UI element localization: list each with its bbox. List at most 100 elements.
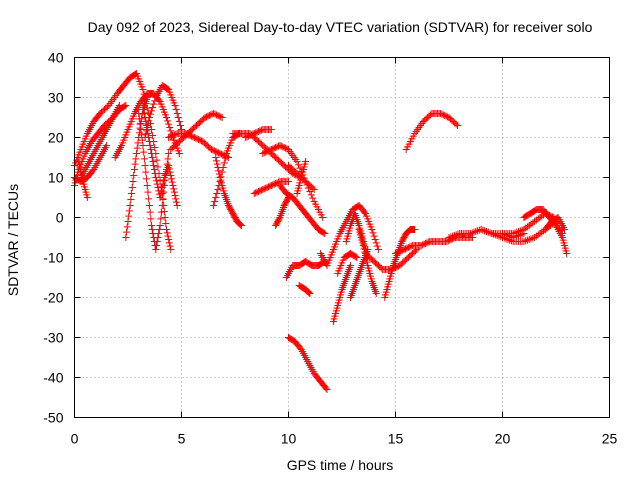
data-point [145,195,153,203]
data-point [172,195,180,203]
data-point [272,144,280,151]
series-arc-25 [285,334,331,393]
data-point [323,386,331,393]
data-point [166,242,174,250]
data-point [443,238,451,245]
data-point [123,228,131,236]
data-point [215,149,223,157]
data-point [173,202,181,209]
data-point [282,144,290,152]
data-point [486,229,494,237]
data-point [173,198,181,206]
data-point [174,114,182,121]
data-point [140,148,148,156]
data-point [306,290,314,297]
data-point [158,208,166,216]
data-point [166,124,174,131]
data-point [151,144,159,151]
data-point [360,245,368,253]
data-point [265,147,273,155]
data-point [293,158,301,165]
data-point [285,178,292,185]
data-point [370,232,378,240]
data-point [347,262,355,269]
data-point [155,226,163,233]
data-point [307,191,315,199]
data-point [154,163,162,171]
data-point [75,158,83,165]
data-point [150,166,158,173]
data-point [223,153,231,161]
data-point [419,241,427,249]
data-point [130,172,138,179]
series-arc-22 [293,158,310,197]
data-point [195,136,203,143]
data-point [187,132,195,140]
data-point [250,130,258,137]
data-point [169,182,177,189]
data-point [210,202,218,209]
data-point [321,230,329,237]
data-point [525,222,533,229]
data-point [263,148,271,155]
data-point [447,233,455,241]
data-point [474,227,482,235]
data-point [149,158,157,165]
data-point [139,102,147,109]
data-point [368,226,376,233]
data-point [210,110,218,117]
data-point [213,160,221,168]
data-point [522,237,530,245]
data-point [143,126,151,133]
data-point [394,248,402,256]
data-point [132,155,140,163]
data-point [141,162,149,169]
data-point [493,232,501,239]
data-point [444,237,452,245]
data-point [270,144,278,152]
data-point [138,136,146,144]
data-point [193,135,201,143]
data-point [128,184,136,191]
data-point [137,126,145,133]
data-point [523,223,531,231]
data-point [225,154,233,161]
data-point [171,192,179,199]
data-point [141,114,149,121]
data-point [147,215,155,223]
data-point [143,94,151,101]
data-point [452,120,460,128]
data-point [165,134,173,141]
data-point [374,246,382,253]
data-point [445,234,453,241]
series-arc-16 [242,126,275,141]
data-point [515,228,523,235]
data-point [532,232,540,240]
data-point [472,228,480,235]
data-point [477,226,485,233]
data-point [170,131,178,139]
data-point [202,113,210,121]
data-point [162,220,170,227]
data-point [209,146,217,154]
data-point [275,178,283,186]
data-point [140,155,148,163]
data-point [122,102,130,109]
data-point [127,196,135,203]
data-point [561,226,569,233]
data-point [372,239,380,247]
data-point [488,230,496,237]
data-point [207,146,215,153]
data-point [400,246,408,253]
data-point [322,384,330,392]
data-point [452,231,460,239]
data-point [252,189,260,197]
data-point [171,102,179,109]
data-point [139,142,147,149]
data-point [165,120,173,128]
y-tick-label: -10 [43,250,63,266]
series-arc-19 [276,182,329,237]
series-arc-11 [165,130,233,161]
data-point [369,229,377,237]
